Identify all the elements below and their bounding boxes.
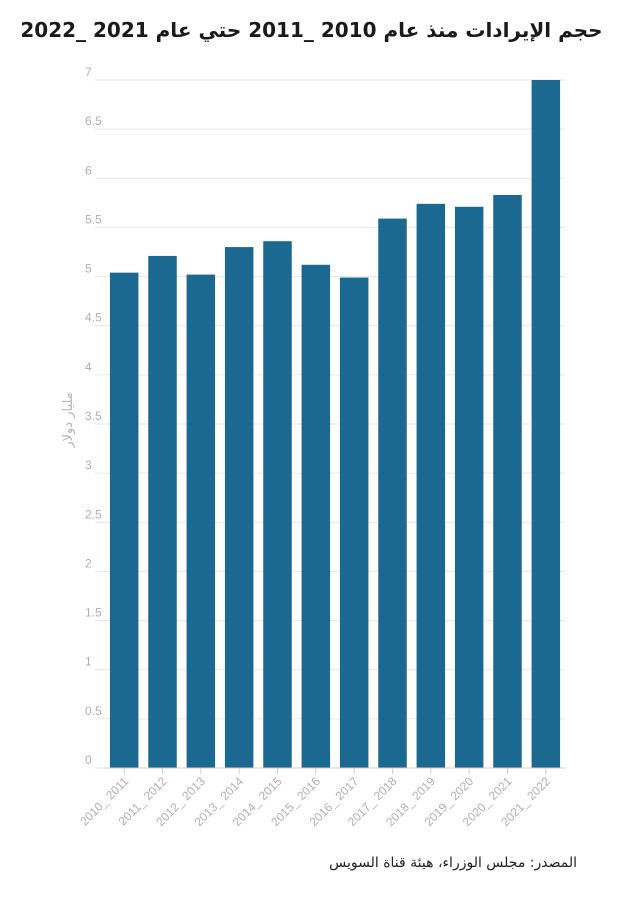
bar: [186, 274, 216, 768]
y-tick-label: 2: [85, 556, 92, 570]
y-tick-label: 6.5: [85, 114, 102, 128]
y-tick-label: 7: [85, 65, 92, 79]
bar: [148, 255, 177, 769]
bar: [339, 277, 369, 768]
bar: [493, 194, 522, 769]
y-tick-label: 1: [85, 655, 92, 669]
y-axis-label: مليار دولار: [61, 392, 76, 448]
y-axis-ticks: 0 0.5 1 1.5 2 2.5 3 3.5 4 4.5 5 5.5 6 6.5 7: [85, 65, 102, 767]
bar: [263, 241, 292, 768]
y-tick-label: 0.5: [85, 704, 102, 718]
y-tick-label: 3.5: [85, 409, 102, 423]
y-tick-label: 4: [85, 360, 92, 374]
bar: [531, 80, 561, 768]
y-tick-label: 5: [85, 262, 92, 276]
bar: [109, 272, 139, 768]
y-tick-label: 5.5: [85, 212, 102, 226]
bar: [224, 247, 254, 769]
source-note: المصدر: مجلس الوزراء، هيئة قناة السويس: [329, 855, 577, 871]
y-tick-label: 3: [85, 458, 92, 472]
bar: [454, 206, 484, 768]
y-tick-label: 2.5: [85, 507, 102, 521]
bar: [301, 264, 331, 768]
chart-title: حجم الإيرادات منذ عام 2010 _2011 حتي عام…: [20, 18, 603, 42]
bar: [416, 203, 446, 769]
y-tick-label: 4.5: [85, 311, 102, 325]
y-tick-label: 6: [85, 163, 92, 177]
y-tick-label: 1.5: [85, 606, 102, 620]
bars: [109, 80, 561, 769]
bar: [378, 218, 407, 768]
y-tick-label: 0: [85, 753, 92, 767]
